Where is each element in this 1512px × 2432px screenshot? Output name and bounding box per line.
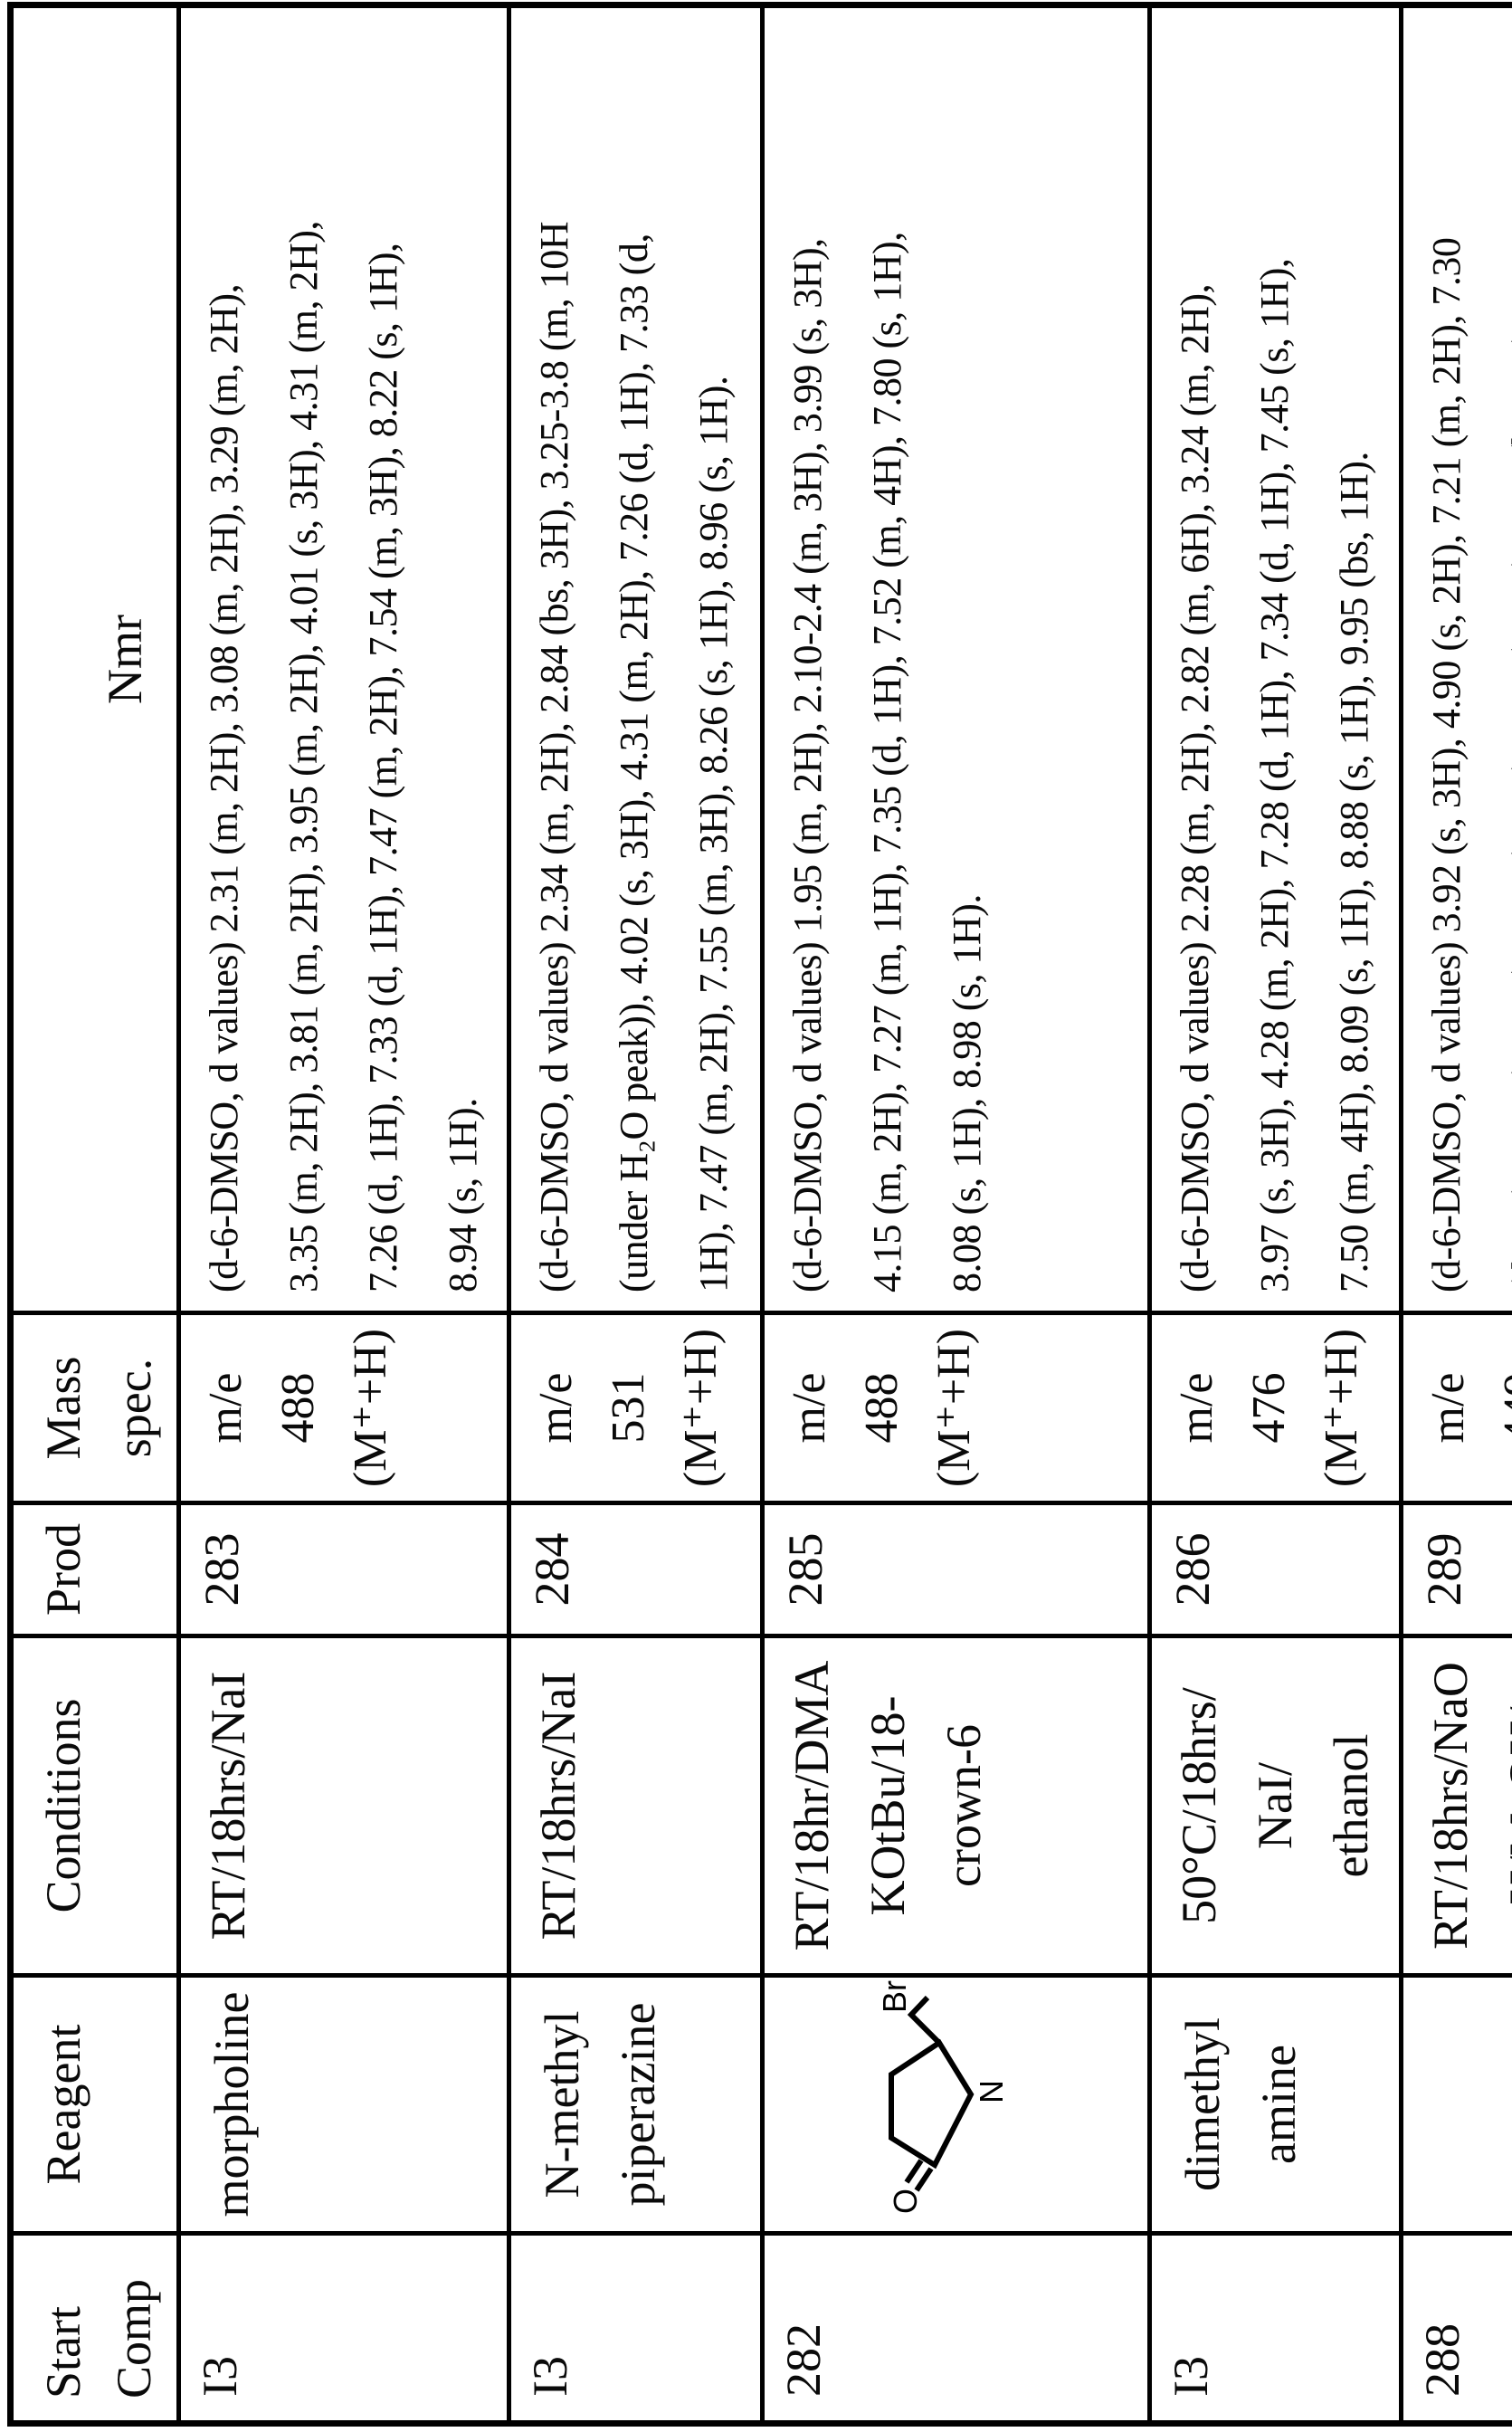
cell-conditions: RT/18hrs/NaI [178,1636,509,1976]
table-row: I3 dimethyl amine 50°C/18hrs/ NaI/ ethan… [1149,5,1402,2424]
header-cell-reagent: Reagent [10,1975,179,2234]
cell-nmr: (d-6-DMSO, d values) 1.95 (m, 2H), 2.10-… [762,5,1150,1313]
cell-nmr: (d-6-DMSO, d values) 3.92 (s, 3H), 4.90 … [1401,5,1512,1313]
table-row: I3 morpholine RT/18hrs/NaI 283 m/e 488 (… [178,5,509,2424]
header-cell-mass-spec: Mass spec. [10,1312,179,1503]
rotated-table-wrapper: Start Comp Reagent Conditions Prod Mass … [7,2,1512,2427]
cell-mass-spec: m/e 449 (M+H)⁺ [1401,1312,1512,1503]
cell-start-comp: 288 [1401,2233,1512,2424]
atom-label-o: O [887,2189,924,2214]
results-table: Start Comp Reagent Conditions Prod Mass … [7,2,1512,2427]
cell-conditions: RT/18hrs/NaI [509,1636,763,1976]
header-cell-start-comp: Start Comp [10,2233,179,2424]
cell-reagent: morpholine [178,1975,509,2234]
header-row: Start Comp Reagent Conditions Prod Mass … [10,5,179,2424]
header-cell-prod: Prod [10,1502,179,1636]
cell-prod: 286 [1149,1502,1402,1636]
cell-mass-spec: m/e 488 (M⁺+H) [762,1312,1150,1503]
table-row: 282 O N Br RT/18hr/DMA KOtBu/18- crown-6… [762,5,1150,2424]
cell-prod: 283 [178,1502,509,1636]
reagent-structure-bromomethyl-pyrrolidinone: O N Br [876,1980,1010,2214]
cell-start-comp: 282 [762,2233,1150,2424]
cell-reagent [1401,1975,1512,2234]
atom-label-br: Br [876,1980,913,2013]
cell-nmr: (d-6-DMSO, d values) 2.31 (m, 2H), 3.08 … [178,5,509,1313]
cell-nmr: (d-6-DMSO, d values) 2.34 (m, 2H), 2.84 … [509,5,763,1313]
cell-conditions: 50°C/18hrs/ NaI/ ethanol [1149,1636,1402,1976]
cell-mass-spec: m/e 476 (M⁺+H) [1149,1312,1402,1503]
header-cell-conditions: Conditions [10,1636,179,1976]
cell-mass-spec: m/e 488 (M⁺+H) [178,1312,509,1503]
cell-reagent: N-methyl piperazine [509,1975,763,2234]
cell-start-comp: I3 [178,2233,509,2424]
cell-mass-spec: m/e 531 (M⁺+H) [509,1312,763,1503]
cell-prod: 289 [1401,1502,1512,1636]
cell-reagent: dimethyl amine [1149,1975,1402,2234]
header-cell-nmr: Nmr [10,5,179,1313]
cell-start-comp: I3 [509,2233,763,2424]
table-row: 288 RT/18hrs/NaO H/MeOH/ water 289 m/e 4… [1401,5,1512,2424]
cell-reagent: O N Br [762,1975,1150,2234]
atom-label-n: N [973,2081,1010,2104]
table-row: I3 N-methyl piperazine RT/18hrs/NaI 284 … [509,5,763,2424]
cell-conditions: RT/18hrs/NaO H/MeOH/ water [1401,1636,1512,1976]
cell-start-comp: I3 [1149,2233,1402,2424]
cell-prod: 285 [762,1502,1150,1636]
cell-conditions: RT/18hr/DMA KOtBu/18- crown-6 [762,1636,1150,1976]
cell-prod: 284 [509,1502,763,1636]
cell-nmr: (d-6-DMSO, d values) 2.28 (m, 2H), 2.82 … [1149,5,1402,1313]
